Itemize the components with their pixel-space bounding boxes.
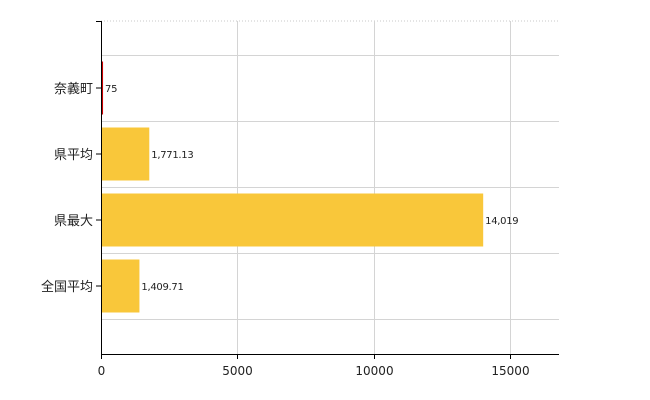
category-label: 県最大: [54, 214, 93, 229]
data-label: 75: [105, 84, 117, 95]
axes: [101, 21, 559, 355]
bar: [101, 193, 484, 247]
bar: [101, 259, 140, 313]
bars: [101, 61, 484, 313]
x-tick-label: 0: [98, 364, 106, 378]
bar: [101, 61, 104, 115]
category-label: 奈義町: [54, 81, 93, 97]
labels: 0 5000 10000 15000 奈義町 75 県平均 1,771.13 県最大 14,019…: [41, 21, 530, 378]
grid-lines: [101, 20, 559, 354]
bar: [101, 127, 150, 181]
data-label: 1,771.13: [151, 150, 193, 161]
category-label: 全国平均: [41, 279, 93, 295]
x-tick-label: 10000: [355, 364, 393, 378]
data-label: 14,019: [485, 216, 518, 227]
category-label: 県平均: [54, 148, 93, 163]
x-tick-label: 15000: [491, 364, 529, 378]
x-tick-label: 5000: [222, 364, 253, 378]
data-label: 1,409.71: [141, 282, 183, 293]
